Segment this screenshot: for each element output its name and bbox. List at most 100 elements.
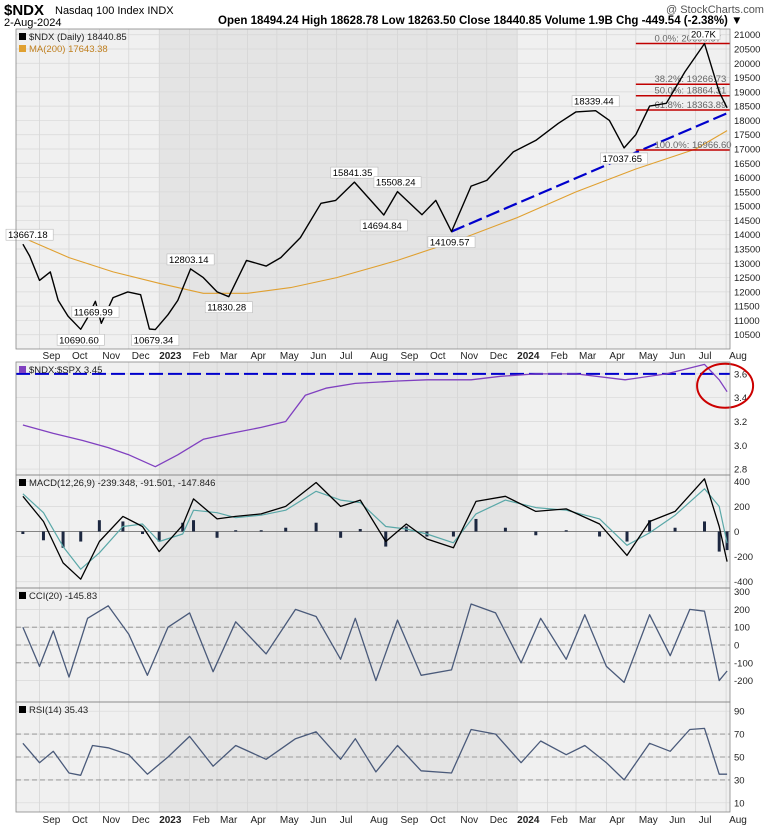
x-axis-label: Oct [430, 815, 446, 826]
price-annotation-label: 13667.18 [8, 230, 48, 241]
price-annotation: 14109.57 [427, 236, 476, 249]
price-annotation-label: 20.7K [691, 30, 716, 41]
macd-histogram-bar [234, 530, 238, 532]
macd-tick-label: -200 [734, 552, 753, 563]
macd-histogram-bar [673, 527, 677, 532]
price-annotation-box [373, 176, 422, 188]
macd-tick-label: 0 [734, 527, 739, 538]
price-annotation-label: 12803.14 [169, 255, 209, 266]
ratio-legend-text: $NDX:$SPX 3.45 [29, 365, 102, 376]
price-annotation: 13667.18 [5, 228, 54, 241]
ratio-tick-label: 3.0 [734, 441, 747, 452]
price-annotation-label: 11669.99 [74, 307, 113, 318]
x-axis-label: Apr [250, 815, 266, 826]
macd-histogram-bar [157, 531, 161, 542]
price-annotation-box [571, 95, 620, 108]
rsi-line [22, 727, 728, 781]
x-axis-label: May [639, 351, 658, 362]
macd-tick-label: 400 [734, 477, 750, 488]
price-annotation: 15508.24 [373, 176, 422, 189]
rsi-legend-swatch [19, 706, 26, 713]
cci-legend-swatch [19, 592, 26, 599]
price-annotation-label: 10679.34 [134, 336, 174, 347]
x-axis-label: Oct [72, 815, 88, 826]
price-tick-label: 17500 [734, 130, 760, 141]
x-axis-label: Mar [220, 351, 238, 362]
macd-histogram-bar [703, 521, 706, 532]
x-axis-label: 2023 [159, 815, 182, 826]
price-tick-label: 13000 [734, 259, 760, 270]
x-axis-label: May [280, 815, 299, 826]
rsi-tick-label: 70 [734, 730, 745, 741]
macd-histogram-bar [625, 531, 629, 542]
x-axis-label: Jul [340, 351, 353, 362]
cci-tick-label: 100 [734, 623, 750, 634]
price-legend-swatch [19, 45, 26, 52]
cci-tick-label: -200 [734, 676, 753, 687]
cci-tick-label: 0 [734, 641, 739, 652]
price-annotation-box [688, 28, 721, 40]
x-axis-label: Nov [460, 815, 478, 826]
instrument-name: Nasdaq 100 Index INDX [55, 5, 174, 17]
x-axis-label: Sep [43, 351, 61, 362]
price-annotation: 14694.84 [359, 219, 408, 232]
x-axis-label: Oct [430, 351, 446, 362]
x-axis-label: Dec [490, 351, 508, 362]
price-tick-label: 19500 [734, 73, 760, 84]
x-axis-label: Jul [340, 815, 353, 826]
price-tick-label: 13500 [734, 245, 760, 256]
price-tick-label: 19000 [734, 87, 760, 98]
price-tick-label: 17000 [734, 145, 760, 156]
price-tick-label: 15000 [734, 202, 760, 213]
price-tick-label: 16000 [734, 173, 760, 184]
x-axis-label: Nov [102, 815, 120, 826]
macd-histogram-bar [717, 531, 721, 552]
ndx-price-line [22, 42, 728, 331]
price-annotation-box [166, 253, 215, 266]
price-annotation-box [71, 305, 120, 318]
price-tick-label: 16500 [734, 159, 760, 170]
macd-histogram-bar [648, 520, 652, 532]
price-tick-label: 15500 [734, 187, 760, 198]
macd-tick-label: -400 [734, 577, 753, 588]
watermark: @ StockCharts.com [666, 4, 764, 16]
price-annotation-box [330, 166, 379, 179]
price-tick-label: 20000 [734, 59, 760, 70]
macd-histogram-bar [259, 530, 263, 532]
price-legend-text: MA(200) 17643.38 [29, 44, 108, 55]
x-axis-label: Jun [310, 815, 326, 826]
x-axis-label: Jul [699, 815, 712, 826]
macd-histogram-bar [141, 531, 145, 535]
price-tick-label: 18000 [734, 116, 760, 127]
x-axis-label: Mar [220, 815, 238, 826]
ratio-legend-swatch [19, 366, 26, 373]
cci-tick-label: 300 [734, 587, 750, 598]
price-annotation: 10690.60 [56, 333, 105, 346]
x-axis-label: Dec [132, 351, 150, 362]
x-axis-label: Apr [609, 815, 625, 826]
macd-histogram-bar [192, 520, 196, 532]
price-annotation-label: 11830.28 [207, 303, 246, 314]
price-annotation-box [359, 219, 408, 232]
macd-tick-label: 200 [734, 502, 750, 513]
highlight-circle [696, 362, 755, 409]
x-axis-label: 2024 [517, 351, 540, 362]
x-axis-label: Feb [193, 351, 211, 362]
macd-histogram-bar [181, 522, 185, 532]
x-axis-label: Nov [102, 351, 120, 362]
price-annotation-label: 10690.60 [59, 335, 99, 346]
cci-tick-label: 200 [734, 605, 750, 616]
rsi-tick-label: 90 [734, 707, 745, 718]
fibonacci-level-label: 50.0%: 18864.31 [654, 86, 726, 97]
x-axis-label: Feb [193, 815, 211, 826]
macd-histogram-bar [384, 531, 388, 547]
price-tick-label: 12000 [734, 287, 760, 298]
x-axis-label: Jun [669, 351, 685, 362]
x-axis-label: Sep [401, 815, 419, 826]
price-annotation-box [600, 152, 648, 165]
price-tick-label: 21000 [734, 30, 760, 41]
fibonacci-level-label: 38.2%: 19266.73 [654, 74, 726, 85]
macd-histogram-bar [284, 527, 288, 532]
fibonacci-level-label: 100.0%: 16966.60 [654, 140, 731, 151]
